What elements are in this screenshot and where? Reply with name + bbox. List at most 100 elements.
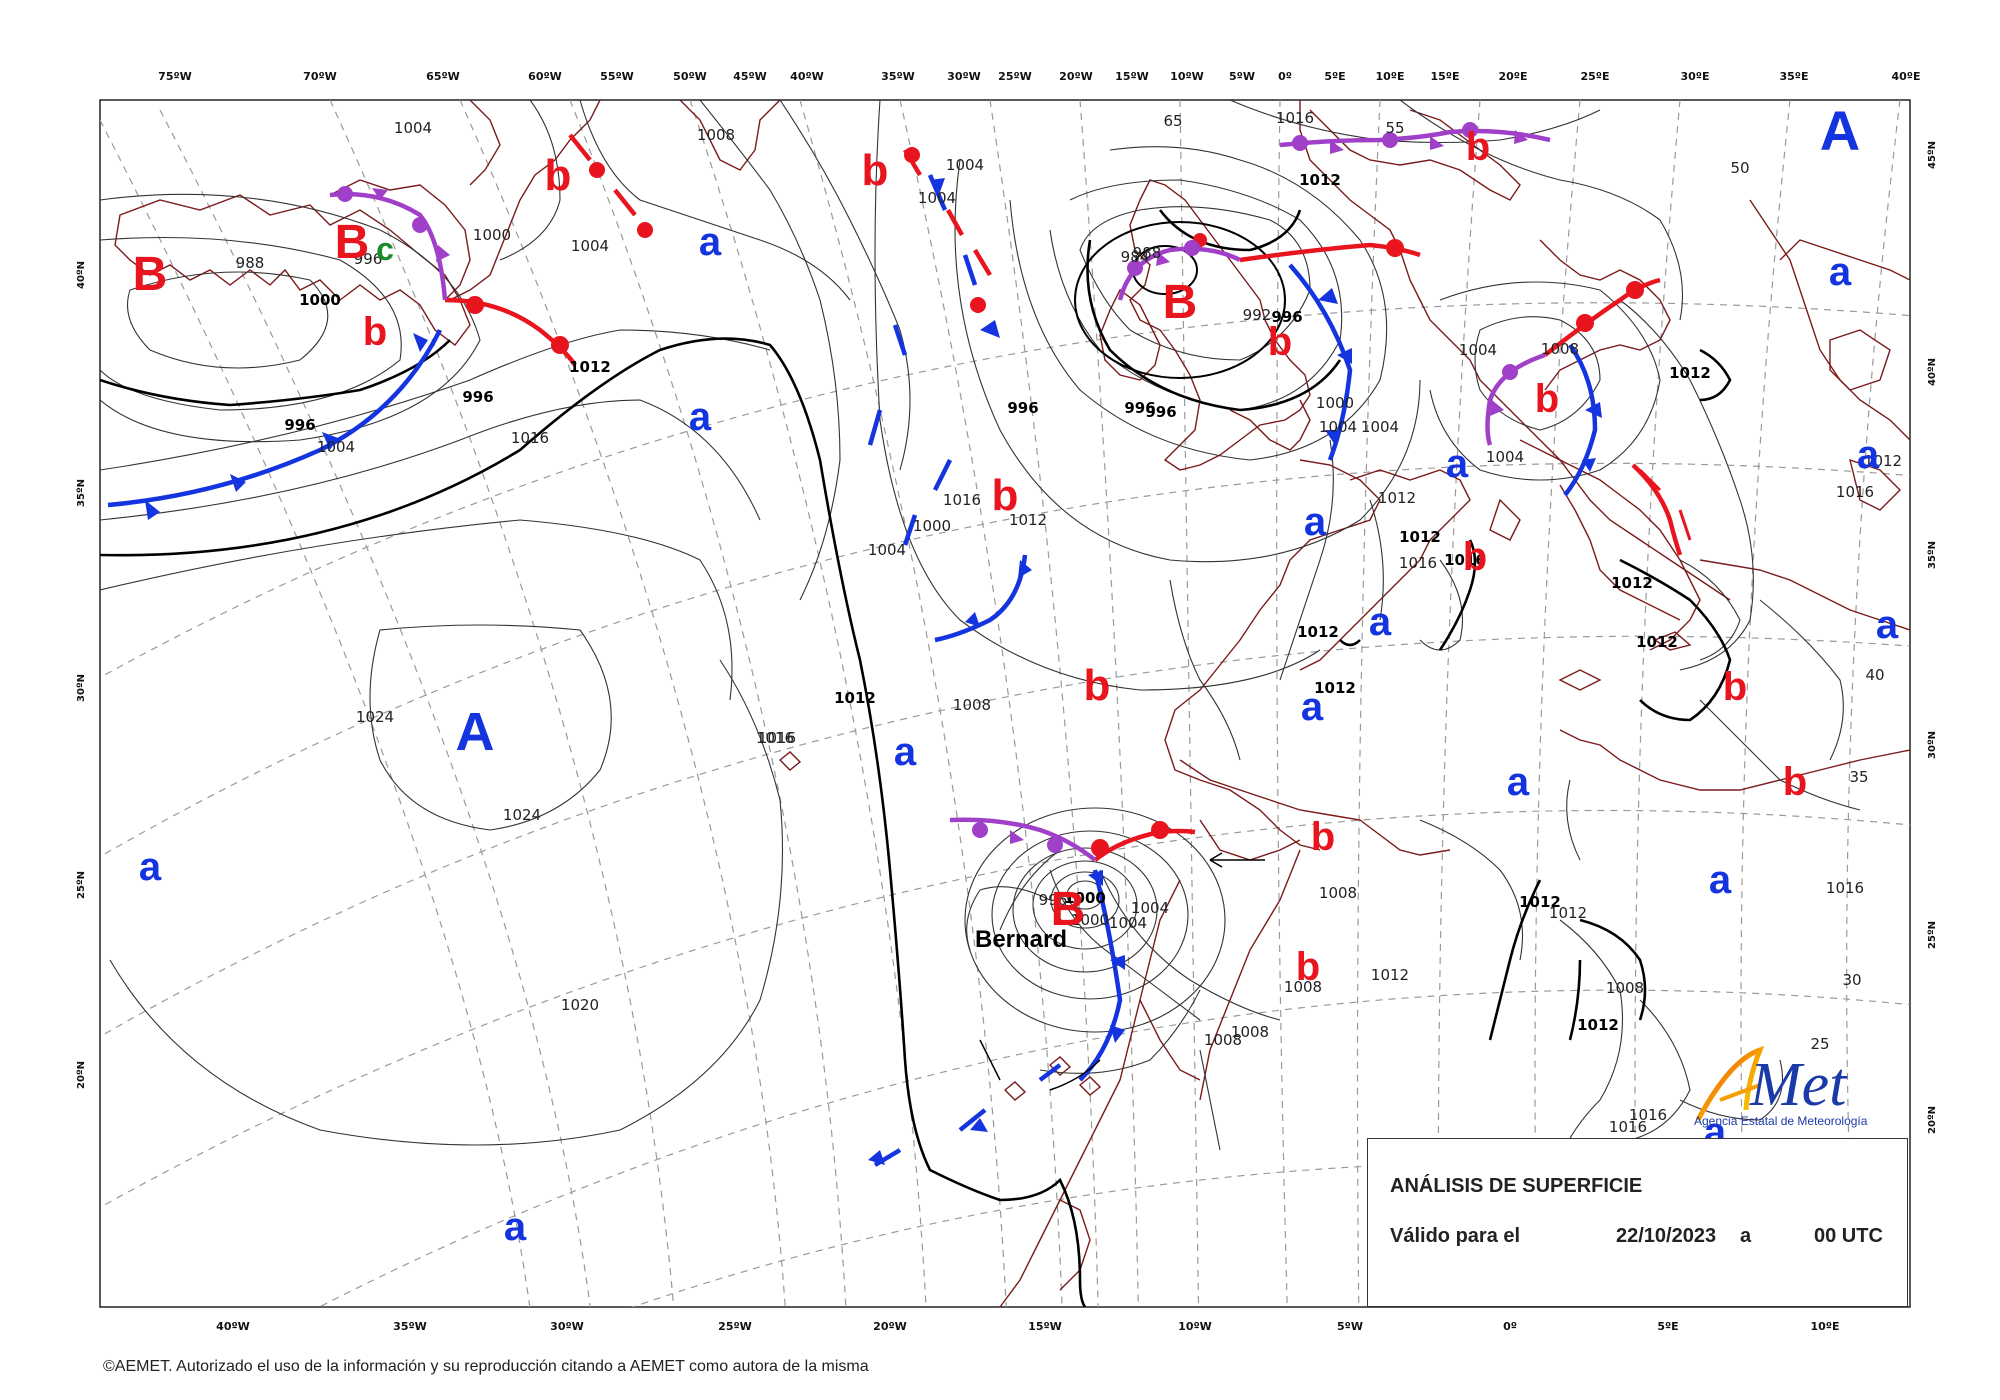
isobar-label: 1012 <box>834 689 876 707</box>
isobar-label: 988 <box>236 254 265 272</box>
isobar-label: 996 <box>1007 399 1038 417</box>
isobar-label: 996 <box>1039 891 1068 909</box>
right-tick-label: 20ºN <box>1927 1106 1938 1134</box>
pressure-center-minor: a <box>504 1205 527 1249</box>
isobar-label: 1016 <box>1609 1118 1647 1136</box>
pressure-center-minor: a <box>1507 760 1530 804</box>
isobar-label: 1004 <box>918 189 956 207</box>
pressure-center-minor: a <box>1709 858 1732 902</box>
isobar-label: 1008 <box>1606 979 1644 997</box>
left-tick-label: 35ºN <box>76 479 87 507</box>
pressure-center-major: A <box>1820 99 1860 162</box>
pressure-center-minor: c <box>376 231 394 267</box>
right-tick-label: 30ºN <box>1927 731 1938 759</box>
isobar-label: 1016 <box>1629 1106 1667 1124</box>
isobar-label: 1008 <box>953 696 991 714</box>
pressure-center-minor: a <box>1369 600 1392 644</box>
top-tick-label: 75ºW <box>158 70 192 83</box>
pressure-center-minor: a <box>689 395 712 439</box>
logo-brand: Met <box>1749 1051 1848 1119</box>
valid-time: 00 UTC <box>1814 1225 1883 1247</box>
isobar-label: 1004 <box>868 541 906 559</box>
isobar-label: 1012 <box>1549 904 1587 922</box>
legend-box: ANÁLISIS DE SUPERFICIE Válido para el 22… <box>1367 1138 1908 1307</box>
isobar-label: 1000 <box>473 226 511 244</box>
top-tick-label: 35ºE <box>1779 70 1808 83</box>
storm-name: Bernard <box>975 926 1067 953</box>
top-tick-label: 55ºW <box>600 70 634 83</box>
isobar-label: 1024 <box>503 806 541 824</box>
isobar-label: 1004 <box>946 156 984 174</box>
isobar-label: 1012 <box>1378 489 1416 507</box>
isobar-label: 65 <box>1163 112 1182 130</box>
bottom-tick-label: 15ºW <box>1028 1320 1062 1333</box>
pressure-center-minor: b <box>1268 320 1292 364</box>
pressure-center-minor: b <box>1783 760 1807 804</box>
isobar-label: 1008 <box>1319 884 1357 902</box>
isobar-label: 1004 <box>1459 341 1497 359</box>
pressure-center-minor: b <box>992 471 1019 520</box>
left-axis-ticks: 40ºN 35ºN 30ºN 25ºN 20ºN <box>76 261 87 1089</box>
movement-arrows <box>979 852 1265 1091</box>
chart-title: ANÁLISIS DE SUPERFICIE <box>1390 1175 1643 1197</box>
isobar-label: 30 <box>1842 971 1861 989</box>
isobar-label: 1012 <box>1636 633 1678 651</box>
top-tick-label: 60ºW <box>528 70 562 83</box>
isobar-label: 1004 <box>1131 899 1169 917</box>
pressure-center-minor: a <box>699 220 722 264</box>
isobar-label: 1016 <box>1399 554 1437 572</box>
troughs <box>1638 468 1692 541</box>
isobar-label: 55 <box>1385 119 1404 137</box>
left-tick-label: 25ºN <box>76 871 87 899</box>
top-tick-label: 0º <box>1278 70 1292 83</box>
right-axis-ticks: 45ºN 40ºN 35ºN 30ºN 25ºN 20ºN <box>1927 141 1938 1134</box>
isobar-label: 1016 <box>1276 109 1314 127</box>
pressure-center-minor: b <box>1463 535 1487 579</box>
isobar-label: 25 <box>1810 1035 1829 1053</box>
top-tick-label: 25ºW <box>998 70 1032 83</box>
pressure-center-major: A <box>456 702 495 762</box>
bottom-tick-label: 20ºW <box>873 1320 907 1333</box>
bottom-tick-label: 35ºW <box>393 1320 427 1333</box>
right-tick-label: 25ºN <box>1927 921 1938 949</box>
coastlines <box>114 100 1910 1307</box>
pressure-center-major: B <box>335 216 370 269</box>
valid-date: 22/10/2023 <box>1616 1225 1717 1247</box>
logo-subtitle: Agencia Estatal de Meteorología <box>1694 1114 1868 1128</box>
isobar-label: 1012 <box>1611 574 1653 592</box>
isobar-label: 1012 <box>1577 1016 1619 1034</box>
top-tick-label: 40ºW <box>790 70 824 83</box>
bottom-tick-label: 10ºE <box>1810 1320 1839 1333</box>
isobar-label: 1004 <box>571 237 609 255</box>
warm-front-semicircles <box>466 147 1644 857</box>
isobar-label: 988 <box>1133 244 1162 262</box>
top-tick-label: 70ºW <box>303 70 337 83</box>
isobar-label: 1024 <box>356 708 394 726</box>
pressure-center-minor: b <box>363 310 387 354</box>
bottom-tick-label: 0º <box>1503 1320 1517 1333</box>
isobar-label: 35 <box>1849 768 1868 786</box>
pressure-center-minor: b <box>1535 377 1559 421</box>
right-tick-label: 45ºN <box>1927 141 1938 169</box>
top-tick-label: 10ºW <box>1170 70 1204 83</box>
left-tick-label: 30ºN <box>76 674 87 702</box>
isobar-label: 1004 <box>1361 418 1399 436</box>
isobar-label: 1008 <box>1231 1023 1269 1041</box>
isobars-1012 <box>100 209 1732 1307</box>
isobar-label: 1016 <box>1444 551 1486 569</box>
top-tick-label: 50ºW <box>673 70 707 83</box>
bottom-tick-label: 5ºE <box>1657 1320 1678 1333</box>
isobar-label: 1012 <box>1669 364 1711 382</box>
isobar-label: 996 <box>1124 399 1155 417</box>
right-tick-label: 35ºN <box>1927 541 1938 569</box>
top-tick-label: 30ºE <box>1680 70 1709 83</box>
bottom-tick-label: 25ºW <box>718 1320 752 1333</box>
pressure-center-minor: b <box>1723 665 1747 709</box>
isobar-label: 1004 <box>1319 418 1357 436</box>
pressure-center-minor: b <box>1466 125 1490 169</box>
top-tick-label: 35ºW <box>881 70 915 83</box>
bernard-isobars <box>964 807 1226 1033</box>
isobar-label: 1016 <box>511 429 549 447</box>
